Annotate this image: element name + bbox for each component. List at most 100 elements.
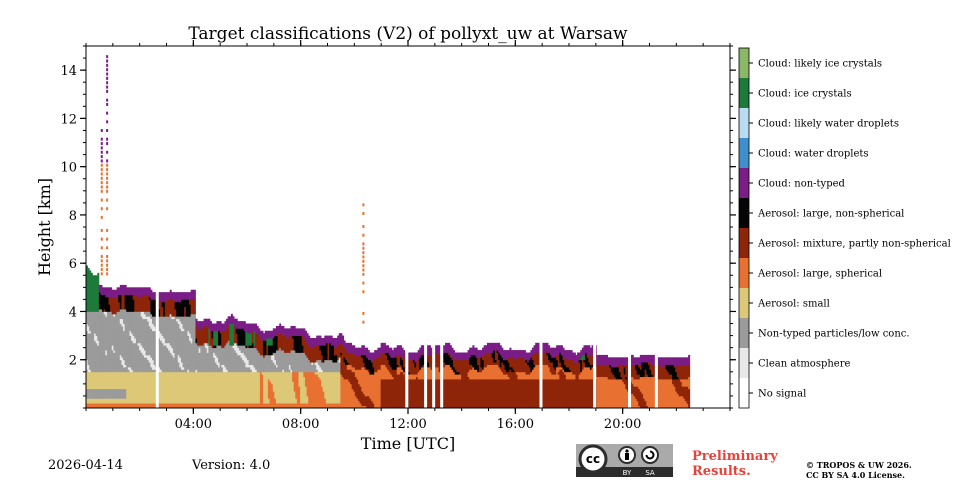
heatmap-cell — [121, 284, 124, 295]
heatmap-cell — [106, 246, 109, 250]
heatmap-cell — [147, 316, 150, 322]
heatmap-cell — [198, 330, 201, 346]
heatmap-cell — [274, 371, 277, 399]
heatmap-cell — [163, 345, 166, 373]
heatmap-cell — [591, 354, 594, 365]
heatmap-cell — [106, 311, 109, 373]
heatmap-cell — [362, 264, 365, 268]
heatmap-cell — [451, 379, 454, 409]
heatmap-cell — [97, 340, 100, 346]
heatmap-cell — [324, 335, 327, 346]
heatmap-cell — [647, 364, 650, 378]
heatmap-cell — [131, 340, 134, 370]
heatmap-cell — [176, 318, 179, 322]
heatmap-cell — [227, 316, 230, 327]
heatmap-cell — [166, 316, 169, 344]
heatmap-cell — [303, 403, 306, 409]
heatmap-cell — [111, 345, 114, 351]
heatmap-cell — [106, 388, 109, 399]
heatmap-cell — [221, 330, 224, 349]
heatmap-cell — [160, 333, 163, 341]
heatmap-cell — [242, 371, 245, 404]
heatmap-cell — [504, 369, 507, 375]
heatmap-cell — [237, 321, 240, 329]
heatmap-cell — [309, 371, 312, 409]
heatmap-cell — [511, 357, 514, 368]
heatmap-cell — [610, 371, 613, 380]
heatmap-cell — [161, 342, 164, 373]
heatmap-cell — [565, 379, 568, 409]
heatmap-cell — [541, 364, 544, 380]
heatmap-cell — [174, 292, 177, 303]
heatmap-cell — [269, 371, 272, 382]
heatmap-cell — [525, 362, 528, 375]
heatmap-cell — [137, 345, 140, 373]
heatmap-cell — [329, 403, 332, 409]
y-axis-label: Height [km] — [35, 178, 54, 276]
heatmap-cell — [290, 335, 293, 351]
heatmap-cell — [193, 289, 196, 300]
heatmap-cell — [657, 364, 660, 380]
heatmap-cell — [506, 379, 509, 409]
heatmap-cell — [235, 333, 238, 344]
heatmap-cell — [325, 371, 328, 404]
heatmap-cell — [443, 352, 446, 363]
heatmap-cell — [238, 328, 241, 346]
heatmap-cell — [277, 371, 280, 404]
heatmap-cell — [317, 359, 320, 365]
heatmap-cell — [106, 55, 109, 59]
heatmap-cell — [580, 359, 583, 373]
heatmap-cell — [213, 345, 216, 349]
heatmap-cell — [121, 357, 124, 365]
heatmap-cell — [100, 159, 103, 163]
heatmap-cell — [688, 354, 691, 365]
heatmap-cell — [557, 371, 560, 375]
heatmap-cell — [256, 371, 259, 404]
heatmap-cell — [325, 403, 328, 409]
heatmap-cell — [287, 328, 290, 339]
heatmap-cell — [258, 335, 261, 353]
heatmap-cell — [686, 364, 689, 380]
heatmap-cell — [644, 376, 647, 402]
heatmap-cell — [277, 350, 280, 373]
heatmap-cell — [164, 371, 167, 404]
heatmap-cell — [586, 357, 589, 368]
heatmap-cell — [187, 292, 190, 300]
heatmap-cell — [166, 403, 169, 409]
heatmap-cell — [396, 354, 399, 365]
heatmap-cell — [200, 403, 203, 409]
heatmap-cell — [92, 311, 95, 373]
heatmap-cell — [295, 352, 298, 373]
heatmap-cell — [678, 395, 681, 409]
heatmap-cell — [551, 357, 554, 363]
heatmap-cell — [86, 398, 89, 404]
heatmap-cell — [303, 352, 306, 373]
heatmap-cell — [348, 352, 351, 365]
heatmap-cell — [255, 369, 258, 373]
heatmap-cell — [132, 371, 135, 404]
heatmap-cell — [486, 342, 489, 353]
heatmap-cell — [98, 403, 101, 409]
heatmap-cell — [485, 379, 488, 409]
heatmap-cell — [98, 371, 101, 390]
heatmap-cell — [272, 328, 275, 339]
heatmap-cell — [271, 345, 274, 356]
heatmap-cell — [626, 391, 629, 409]
heatmap-cell — [676, 376, 679, 380]
heatmap-cell — [300, 328, 303, 336]
heatmap-cell — [123, 323, 126, 332]
heatmap-cell — [401, 347, 404, 358]
heatmap-cell — [250, 403, 253, 409]
heatmap-cell — [667, 357, 670, 365]
heatmap-cell — [345, 379, 348, 409]
heatmap-cell — [218, 371, 221, 404]
heatmap-cell — [102, 294, 105, 312]
no-signal-gap — [424, 46, 428, 408]
heatmap-cell — [411, 379, 414, 409]
heatmap-cell — [366, 347, 369, 358]
heatmap-cell — [179, 328, 182, 358]
preliminary-line-2: Results. — [692, 464, 751, 479]
heatmap-cell — [670, 357, 673, 365]
heatmap-cell — [158, 366, 161, 373]
